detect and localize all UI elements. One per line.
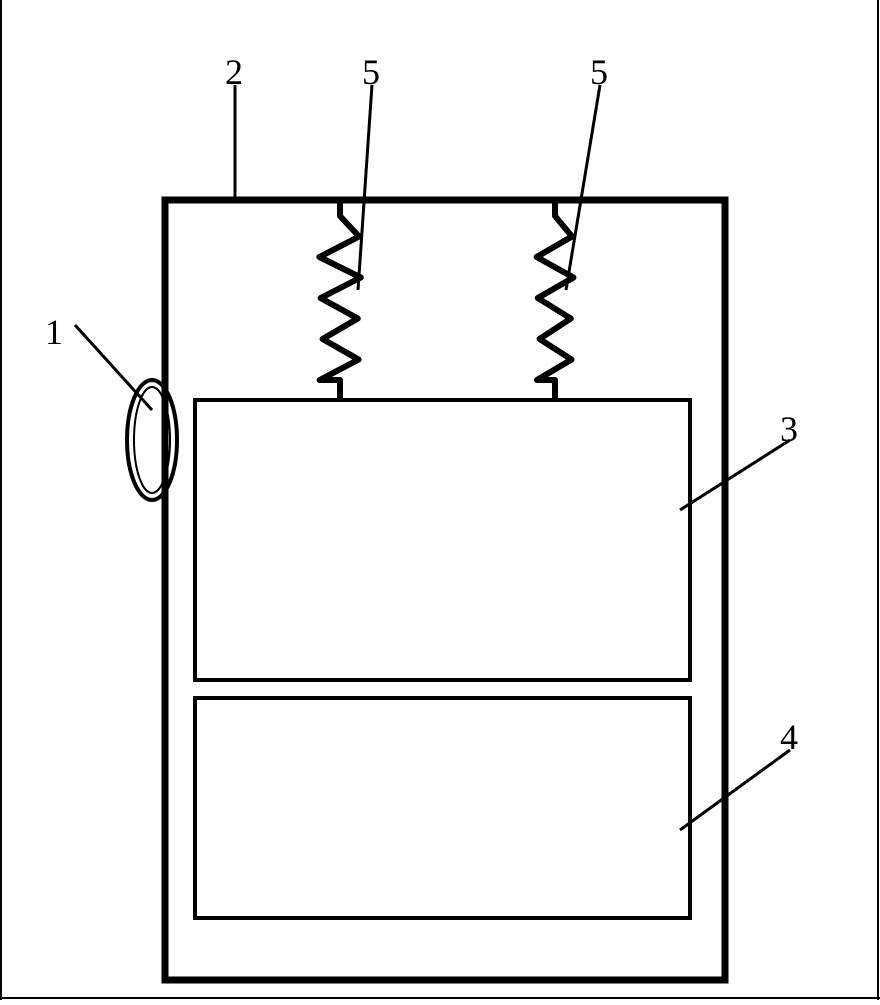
callout-label-1: 1 [45, 312, 63, 352]
diagram-svg: 1 2 5 5 3 4 [0, 0, 880, 1000]
callout-label-4: 4 [780, 717, 798, 757]
callout-label-5a: 5 [362, 52, 380, 92]
callout-label-3: 3 [780, 409, 798, 449]
callout-label-2: 2 [225, 52, 243, 92]
technical-diagram: 1 2 5 5 3 4 [0, 0, 880, 1000]
callout-label-5b: 5 [590, 52, 608, 92]
